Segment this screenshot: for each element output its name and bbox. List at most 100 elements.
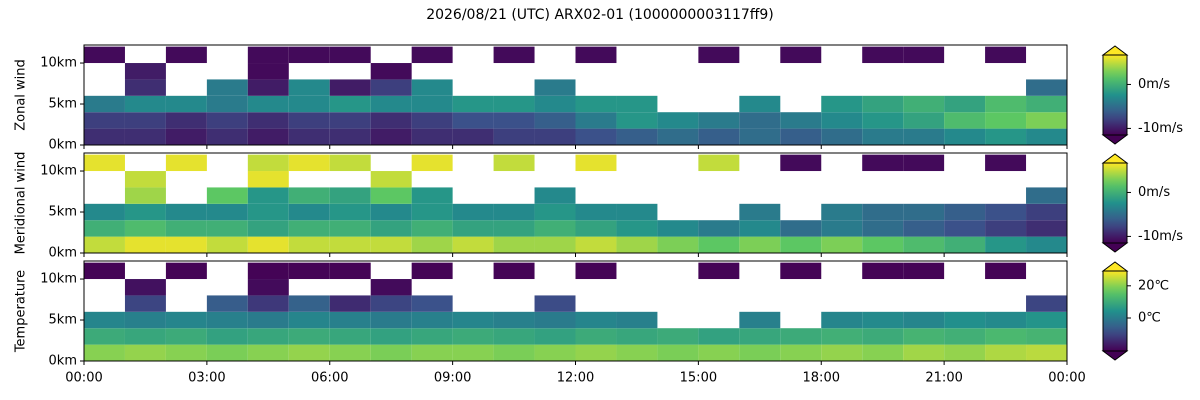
y-axis-label: Meridional wind <box>14 152 29 255</box>
heatmap-cell <box>1026 295 1067 312</box>
heatmap-cell <box>452 311 494 329</box>
heatmap-cell <box>206 79 248 96</box>
heatmap-cell <box>288 262 330 280</box>
heatmap-cell <box>1026 95 1067 113</box>
heatmap-cell <box>288 295 330 312</box>
heatmap-cell <box>288 128 330 145</box>
x-tick-label: 09:00 <box>434 371 471 386</box>
heatmap-cell <box>84 220 125 237</box>
heatmap-cell <box>329 262 371 280</box>
heatmap-cell <box>247 95 289 113</box>
colorbar-extend-top <box>1101 153 1129 164</box>
heatmap-cell <box>493 344 535 361</box>
heatmap-cell <box>288 46 330 64</box>
heatmap-cell <box>165 203 207 221</box>
heatmap-cell <box>903 344 945 361</box>
heatmap-cell <box>247 344 289 361</box>
heatmap-cell <box>739 95 781 113</box>
heatmap-cell <box>534 344 576 361</box>
heatmap-cell <box>165 46 207 64</box>
heatmap-cell <box>985 328 1027 345</box>
heatmap-cell <box>288 344 330 361</box>
heatmap-cell <box>288 311 330 329</box>
heatmap-cell <box>616 203 658 221</box>
colorbar-extend-bottom <box>1101 350 1129 361</box>
heatmap-cell <box>411 311 453 329</box>
heatmap-cell <box>411 112 453 129</box>
heatmap-cell <box>903 262 945 280</box>
heatmap-cell <box>985 154 1027 172</box>
heatmap-cell <box>944 220 986 237</box>
heatmap-cell <box>124 128 166 145</box>
colorbar-tick-label: -10m/s <box>1138 121 1183 136</box>
heatmap-cell <box>575 154 617 172</box>
heatmap-cell <box>247 311 289 329</box>
heatmap-cell <box>247 63 289 80</box>
heatmap-cell <box>739 344 781 361</box>
heatmap-cell <box>165 154 207 172</box>
heatmap-cell <box>165 95 207 113</box>
heatmap-cell <box>206 112 248 129</box>
heatmap-cell <box>1026 187 1067 204</box>
heatmap-cell <box>329 203 371 221</box>
heatmap-cell <box>616 311 658 329</box>
y-tick-label: 10km <box>40 56 77 71</box>
y-tick-label: 0km <box>49 354 77 369</box>
heatmap-cell <box>575 236 617 253</box>
heatmap-cell <box>698 220 740 237</box>
heatmap-cell <box>370 220 412 237</box>
heatmap-cell <box>944 311 986 329</box>
heatmap-cell <box>247 112 289 129</box>
heatmap-cell <box>247 262 289 280</box>
heatmap-cell <box>1026 236 1067 253</box>
heatmap-cell <box>739 220 781 237</box>
heatmap-cell <box>206 220 248 237</box>
heatmap-cell <box>1026 220 1067 237</box>
heatmap-cell <box>657 112 699 129</box>
heatmap-cell <box>903 95 945 113</box>
heatmap-cell <box>288 187 330 204</box>
x-tick-label: 00:00 <box>65 371 102 386</box>
x-tick-label: 03:00 <box>188 371 225 386</box>
heatmap-cell <box>452 220 494 237</box>
heatmap-cell <box>165 112 207 129</box>
heatmap-cell <box>698 46 740 64</box>
heatmap-cell <box>821 236 863 253</box>
x-tick-label: 18:00 <box>803 371 840 386</box>
heatmap-cell <box>493 112 535 129</box>
heatmap-cell <box>1026 128 1067 145</box>
heatmap-cell <box>862 46 904 64</box>
heatmap-cell <box>452 95 494 113</box>
heatmap-cell <box>1026 311 1067 329</box>
heatmap-cell <box>575 311 617 329</box>
colorbar-extend-bottom <box>1101 134 1129 145</box>
heatmap-cell <box>206 187 248 204</box>
heatmap-cell <box>985 112 1027 129</box>
heatmap-cell <box>84 154 125 172</box>
heatmap-cell <box>370 236 412 253</box>
heatmap-cell <box>329 220 371 237</box>
heatmap-cell <box>657 128 699 145</box>
heatmap-cell <box>370 128 412 145</box>
heatmap-cell <box>411 154 453 172</box>
chart-title: 2026/08/21 (UTC) ARX02-01 (1000000003117… <box>426 7 774 23</box>
heatmap-cell <box>821 95 863 113</box>
heatmap-cell <box>616 220 658 237</box>
heatmap-cell <box>862 344 904 361</box>
heatmap-cell <box>985 311 1027 329</box>
heatmap-cell <box>780 46 822 64</box>
colorbar-tick-label: 0℃ <box>1138 311 1161 326</box>
heatmap-cell <box>84 311 125 329</box>
heatmap-cell <box>370 203 412 221</box>
heatmap-cell <box>862 220 904 237</box>
heatmap-cell <box>329 46 371 64</box>
heatmap-cell <box>124 203 166 221</box>
heatmap-cell <box>780 154 822 172</box>
heatmap-cell <box>370 187 412 204</box>
heatmap-cell <box>616 128 658 145</box>
x-tick-label: 21:00 <box>925 371 962 386</box>
heatmap-cell <box>862 203 904 221</box>
heatmap-cell <box>411 187 453 204</box>
heatmap-cell <box>206 344 248 361</box>
heatmap-cell <box>124 95 166 113</box>
